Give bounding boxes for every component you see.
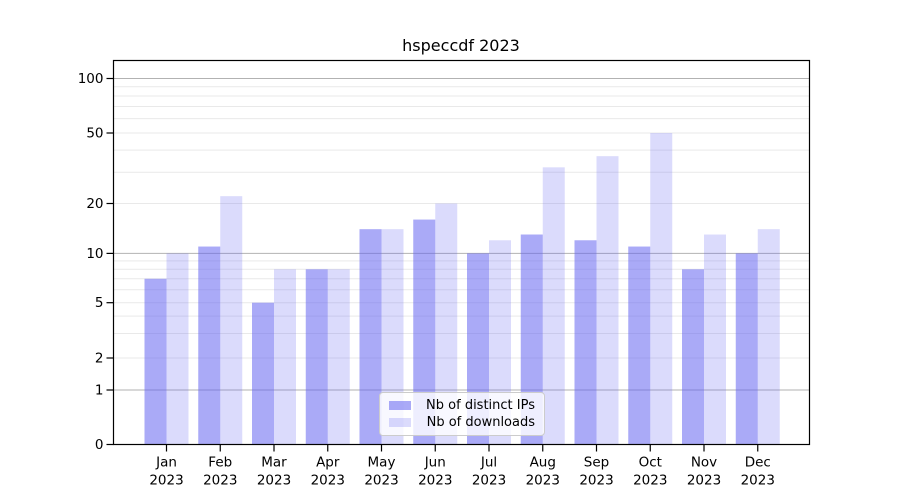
bar-distinct-ips xyxy=(574,240,597,445)
bar-distinct-ips xyxy=(413,219,436,445)
x-tick-label-month: Feb xyxy=(208,455,232,471)
bars xyxy=(144,133,780,445)
y-tick-label: 50 xyxy=(86,126,103,142)
bar-distinct-ips xyxy=(735,253,758,445)
bar-downloads xyxy=(166,253,189,445)
bar-downloads xyxy=(650,133,673,445)
bar-downloads xyxy=(274,269,296,445)
y-tick-label: 5 xyxy=(95,295,104,311)
x-tick-label-month: Sep xyxy=(584,455,609,471)
bar-distinct-ips xyxy=(682,269,704,445)
x-tick-label-year: 2023 xyxy=(633,473,667,489)
x-tick-label-month: Oct xyxy=(639,455,662,471)
legend-swatch-distinct-ips xyxy=(389,400,411,410)
legend-label-downloads: Nb of downloads xyxy=(426,415,535,431)
x-tick-label-month: Mar xyxy=(261,455,287,471)
bar-distinct-ips xyxy=(305,269,328,445)
y-tick-label: 10 xyxy=(86,246,103,262)
x-tick-label-year: 2023 xyxy=(311,473,345,489)
y-tick-label: 100 xyxy=(78,71,104,87)
x-tick-label-month: Jul xyxy=(480,455,497,471)
x-tick-label-month: Jan xyxy=(155,455,177,471)
x-tick-label-year: 2023 xyxy=(149,473,183,489)
x-tick-label-year: 2023 xyxy=(472,473,506,489)
legend-row-downloads: Nb of downloads xyxy=(389,415,535,430)
legend-swatch-downloads xyxy=(389,418,411,428)
bar-downloads xyxy=(220,196,243,445)
x-tick-label-year: 2023 xyxy=(203,473,237,489)
x-tick-label-month: Aug xyxy=(530,455,556,471)
x-tick-label-year: 2023 xyxy=(741,473,775,489)
legend: Nb of distinct IPs Nb of downloads xyxy=(379,392,545,436)
bar-downloads xyxy=(327,269,350,445)
bar-downloads xyxy=(435,203,458,445)
bar-downloads xyxy=(704,234,726,445)
x-tick-label-month: May xyxy=(368,455,396,471)
bar-downloads xyxy=(542,167,565,445)
x-tick-label-month: Jun xyxy=(424,455,446,471)
bar-distinct-ips xyxy=(252,302,274,445)
plot-frame xyxy=(112,59,811,446)
y-tick-label: 2 xyxy=(95,351,104,367)
bar-distinct-ips xyxy=(198,246,221,445)
bar-downloads xyxy=(757,229,780,445)
y-tick-label: 20 xyxy=(86,196,103,212)
x-tick-label-year: 2023 xyxy=(418,473,452,489)
x-tick-label-year: 2023 xyxy=(257,473,291,489)
legend-row-ips: Nb of distinct IPs xyxy=(389,398,535,413)
bar-downloads xyxy=(596,156,619,445)
y-tick-label: 0 xyxy=(95,437,104,453)
y-tick-label: 1 xyxy=(95,383,104,399)
y-axis: 0 1 2 5 10 20 50 100 xyxy=(78,71,114,453)
bar-downloads xyxy=(381,229,404,445)
legend-label-distinct-ips: Nb of distinct IPs xyxy=(426,397,535,413)
gridlines xyxy=(113,78,810,391)
bar-distinct-ips xyxy=(144,278,167,445)
x-axis: Jan 2023 Feb 2023 Mar 2023 Apr 2023 May 2023 Jun 20… xyxy=(149,444,775,489)
bar-distinct-ips xyxy=(359,229,382,445)
x-tick-label-year: 2023 xyxy=(687,473,721,489)
x-tick-label-month: Apr xyxy=(316,455,340,471)
bar-distinct-ips xyxy=(628,246,651,445)
x-tick-label-year: 2023 xyxy=(526,473,560,489)
chart-title: hspeccdf 2023 xyxy=(402,36,520,55)
x-tick-label-year: 2023 xyxy=(579,473,613,489)
x-tick-label-month: Nov xyxy=(691,455,717,471)
x-tick-label-year: 2023 xyxy=(364,473,398,489)
x-tick-label-month: Dec xyxy=(745,455,771,471)
